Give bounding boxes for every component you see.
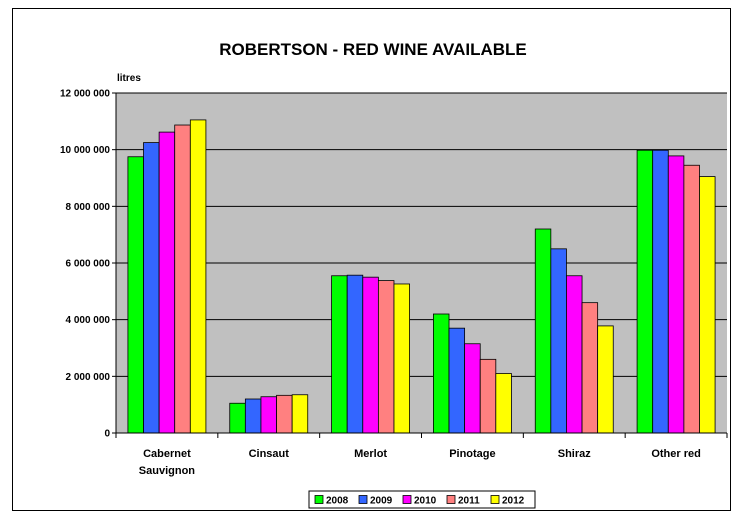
x-category-label: Shiraz (558, 448, 592, 460)
bar-2010-2 (362, 276, 379, 434)
y-axis-ticks: 0 2 000 000 4 000 000 6 000 000 8 000 000 10 … (60, 89, 116, 440)
bar-2011-2 (377, 280, 395, 434)
bar-2008-5 (636, 149, 654, 434)
bar-2012-0 (189, 119, 207, 434)
legend-swatch-2009 (358, 495, 368, 504)
bar-2012-3 (495, 373, 512, 434)
bar-2008-1 (229, 402, 246, 434)
bar-2012-4 (597, 325, 614, 434)
legend-label-2008: 2008 (326, 496, 349, 507)
bar-2011-4 (581, 302, 599, 434)
y-tick-label: 2 000 000 (66, 372, 111, 383)
legend-label-2011: 2011 (458, 496, 480, 507)
chart-title: ROBERTSON - RED WINE AVAILABLE (219, 40, 527, 59)
y-axis-unit-label: litres (117, 73, 141, 84)
x-category-label: Cinsaut (249, 448, 290, 460)
bar-2011-1 (276, 394, 293, 434)
bar-2010-5 (667, 155, 685, 434)
bar-2011-3 (479, 358, 497, 434)
bar-2011-5 (683, 164, 700, 434)
bar-2008-3 (433, 313, 450, 434)
y-tick-label: 4 000 000 (66, 315, 111, 326)
chart-frame: ROBERTSON - RED WINE AVAILABLE litres 0 2… (12, 8, 731, 511)
x-axis-category-labels: Cabernet Sauvignon Cinsaut Merlot Pinotage Sh… (139, 448, 701, 477)
bar-2009-2 (346, 274, 364, 434)
x-category-label: Sauvignon (139, 465, 196, 477)
y-tick-label: 10 000 000 (60, 145, 110, 156)
bars (127, 119, 716, 434)
bar-2010-1 (260, 396, 277, 434)
x-category-label: Pinotage (449, 448, 495, 460)
bar-2012-5 (699, 176, 716, 434)
legend-label-2010: 2010 (414, 496, 437, 507)
y-tick-label: 12 000 000 (60, 89, 110, 100)
legend-swatch-2011 (446, 495, 456, 504)
bar-2009-0 (143, 142, 160, 434)
legend: 2008 2009 2010 2011 2012 (308, 490, 536, 509)
bar-2012-1 (291, 394, 309, 434)
bar-2010-0 (158, 131, 176, 434)
bar-chart: ROBERTSON - RED WINE AVAILABLE litres 0 2… (60, 40, 728, 509)
bar-2011-0 (174, 124, 191, 434)
bar-2010-3 (464, 343, 481, 434)
x-category-label: Merlot (354, 448, 387, 460)
y-tick-label: 6 000 000 (66, 259, 111, 270)
x-category-label: Cabernet (143, 448, 191, 460)
y-tick-label: 8 000 000 (66, 202, 111, 213)
gridlines (116, 92, 727, 377)
legend-swatch-2010 (402, 495, 412, 504)
bar-2012-2 (393, 283, 410, 434)
bar-2008-4 (534, 228, 552, 434)
x-category-label: Other red (651, 448, 701, 460)
bar-2009-1 (244, 398, 262, 434)
bar-2008-2 (331, 275, 348, 434)
bar-2008-0 (127, 156, 144, 434)
y-tick-label: 0 (104, 429, 110, 440)
bar-2010-4 (566, 275, 583, 434)
legend-label-2009: 2009 (370, 496, 393, 507)
bar-2009-5 (652, 149, 669, 434)
legend-label-2012: 2012 (502, 496, 525, 507)
bar-2009-4 (550, 248, 567, 434)
legend-swatch-2012 (490, 495, 500, 504)
bar-2009-3 (448, 327, 466, 434)
legend-swatch-2008 (314, 495, 324, 504)
